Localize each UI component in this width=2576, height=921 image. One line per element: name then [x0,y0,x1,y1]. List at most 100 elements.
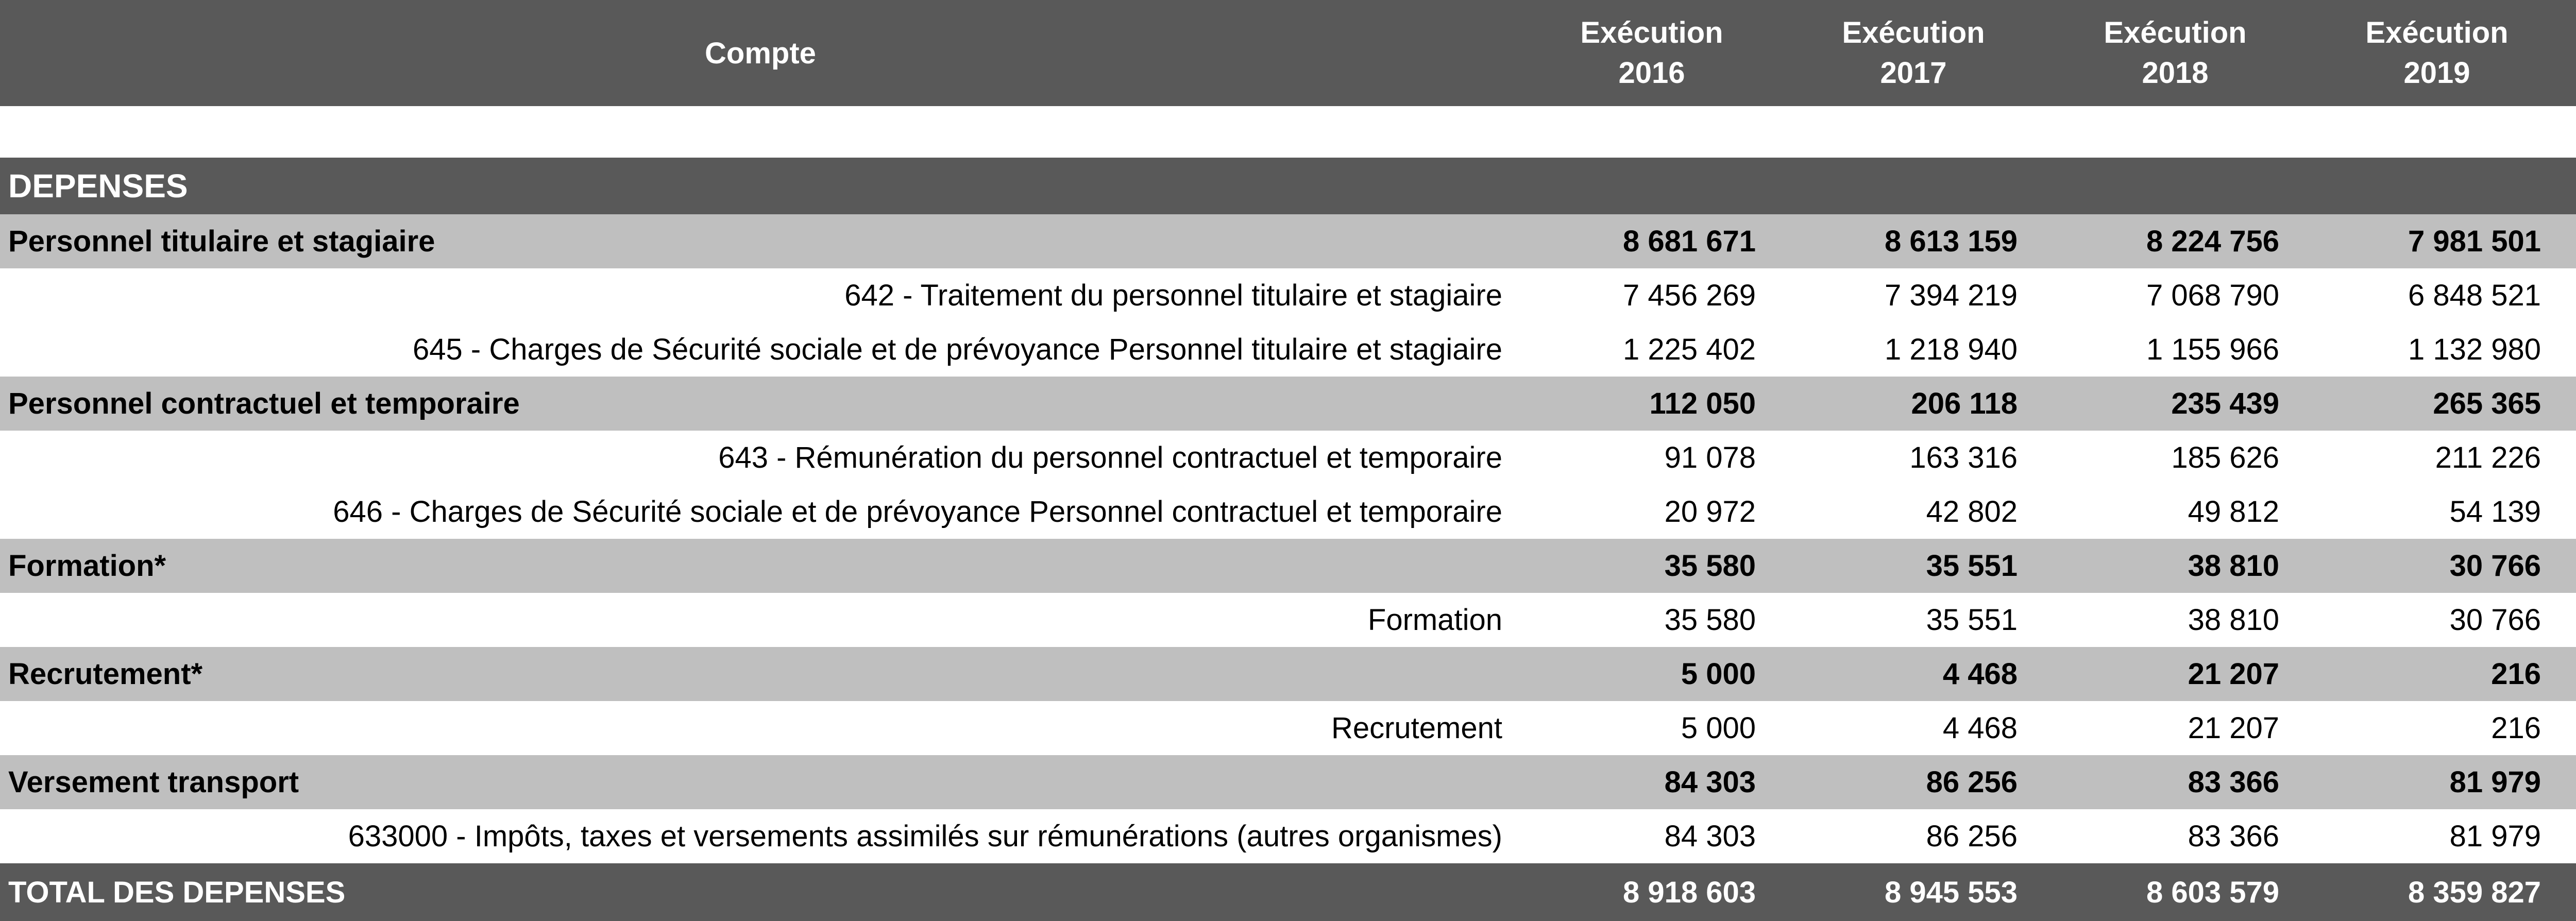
value-cell: 4 468 [1783,647,2044,701]
value-cell: 48 412 [2568,485,2576,539]
value-cell: 24 369 [2568,593,2576,647]
value-cell: 186 472 [2568,431,2576,485]
value-cell: 35 580 [1521,539,1783,593]
year-column-header-2017: Exécution 2017 [1783,0,2044,106]
value-cell: 211 226 [2306,431,2568,485]
year-header-year: 2017 [1880,56,1947,90]
value-cell: 8 613 159 [1783,214,2044,268]
table-row: 633000 - Impôts, taxes et versements ass… [0,809,2576,863]
row-label: Personnel contractuel et temporaire [0,377,1521,431]
value-cell: 30 766 [2306,593,2568,647]
value-cell: 8 359 827 [2306,863,2568,921]
value-cell: 112 050 [1521,377,1783,431]
value-cell: 8 224 756 [2044,214,2306,268]
value-cell: 84 190 [2568,755,2576,809]
value-cell: 24 369 [2568,539,2576,593]
value-cell: 216 [2306,701,2568,755]
value-cell: 8 603 579 [2044,863,2306,921]
value-cell: 35 551 [1783,593,2044,647]
value-cell: 8 918 603 [1521,863,1783,921]
row-label: 642 - Traitement du personnel titulaire … [0,268,1521,322]
value-cell: 5 000 [1521,701,1783,755]
table-row: Personnel titulaire et stagiaire 8 681 67… [0,214,2576,268]
year-column-header-2020: Exécution2020 [2568,0,2576,106]
value-cell: 83 366 [2044,755,2306,809]
section-header-row: DEPENSES [0,158,2576,214]
table-row: 646 - Charges de Sécurité sociale et de … [0,485,2576,539]
compte-column-header: Compte [0,0,1521,106]
value-cell: 49 812 [2044,485,2306,539]
row-label: Recrutement [0,701,1521,755]
value-cell: 185 626 [2044,431,2306,485]
value-cell: 91 078 [1521,431,1783,485]
table-row: Versement transport 84 303 86 256 83 366 81 … [0,755,2576,809]
value-cell: 1 218 940 [1783,322,2044,377]
table-header-row: Compte Exécution 2016 Exécution 2017 Exécutio… [0,0,2576,106]
value-cell: 4 468 [1783,701,2044,755]
value-cell: 21 207 [2044,647,2306,701]
value-cell: 54 139 [2306,485,2568,539]
year-column-header-2016: Exécution 2016 [1521,0,1783,106]
value-cell: 1 158 069 [2568,322,2576,377]
table-row: 642 - Traitement du personnel titulaire … [0,268,2576,322]
value-cell: 30 766 [2306,539,2568,593]
value-cell: 38 810 [2044,593,2306,647]
value-cell: 163 316 [1783,431,2044,485]
value-cell: 1 132 980 [2306,322,2568,377]
year-header-label: Exécution [2365,16,2509,49]
value-cell: 8 402 134 [2568,863,2576,921]
row-label: TOTAL DES DEPENSES [0,863,1521,921]
value-cell: 81 979 [2306,755,2568,809]
value-cell: 7 068 790 [2044,268,2306,322]
value-cell: 84 303 [1521,809,1783,863]
spacer-row [0,106,2576,158]
value-cell: 8 877 [2568,701,2576,755]
value-cell: 234 884 [2568,377,2576,431]
row-label: 646 - Charges de Sécurité sociale et de … [0,485,1521,539]
table-row: Personnel contractuel et temporaire 112 0… [0,377,2576,431]
year-header-label: Exécution [1842,16,1985,49]
value-cell: 42 802 [1783,485,2044,539]
value-cell: 84 303 [1521,755,1783,809]
row-label: DEPENSES [0,158,2576,214]
value-cell: 5 000 [1521,647,1783,701]
value-cell: 206 118 [1783,377,2044,431]
value-cell: 35 551 [1783,539,2044,593]
value-cell: 1 155 966 [2044,322,2306,377]
value-cell: 8 877 [2568,647,2576,701]
value-cell: 83 366 [2044,809,2306,863]
value-cell: 8 681 671 [1521,214,1783,268]
total-row: TOTAL DES DEPENSES 8 918 603 8 945 553 8 60… [0,863,2576,921]
year-header-label: Exécution [1580,16,1723,49]
row-label: 643 - Rémunération du personnel contract… [0,431,1521,485]
table-row: 643 - Rémunération du personnel contract… [0,431,2576,485]
value-cell: 7 394 219 [1783,268,2044,322]
value-cell: 86 256 [1783,809,2044,863]
value-cell: 81 979 [2306,809,2568,863]
year-header-label: Exécution [2104,16,2247,49]
value-cell: 1 225 402 [1521,322,1783,377]
value-cell: 21 207 [2044,701,2306,755]
year-header-year: 2016 [1618,56,1685,90]
row-label: Formation* [0,539,1521,593]
row-label: Personnel titulaire et stagiaire [0,214,1521,268]
value-cell: 216 [2306,647,2568,701]
row-label: Versement transport [0,755,1521,809]
value-cell: 6 891 745 [2568,268,2576,322]
year-header-year: 2020 [2568,53,2576,93]
row-label: 645 - Charges de Sécurité sociale et de … [0,322,1521,377]
value-cell: 235 439 [2044,377,2306,431]
value-cell: 7 456 269 [1521,268,1783,322]
row-label: 633000 - Impôts, taxes et versements ass… [0,809,1521,863]
year-column-header-2018: Exécution 2018 [2044,0,2306,106]
value-cell: 84 190 [2568,809,2576,863]
year-column-header-2019: Exécution 2019 [2306,0,2568,106]
value-cell: 265 365 [2306,377,2568,431]
year-header-year: 2018 [2142,56,2209,90]
value-cell: 6 848 521 [2306,268,2568,322]
